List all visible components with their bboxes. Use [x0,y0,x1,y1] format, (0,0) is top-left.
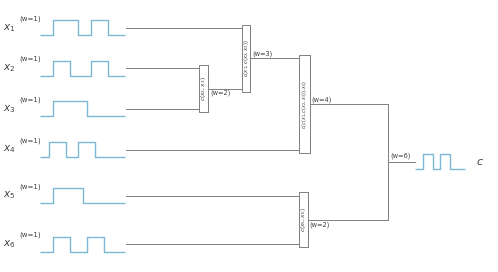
Text: (w=1): (w=1) [19,97,41,103]
Text: (w=6): (w=6) [390,153,411,159]
Bar [242,24,250,92]
Text: $c(x_1,c(x_2,x_3))$: $c(x_1,c(x_2,x_3))$ [242,39,250,77]
Text: $x_6$: $x_6$ [3,238,16,250]
Text: $x_3$: $x_3$ [3,103,15,115]
Text: $x_5$: $x_5$ [3,190,15,202]
Text: (w=4): (w=4) [312,96,332,103]
Bar [299,55,310,153]
Text: $c(x_5,x_6)$: $c(x_5,x_6)$ [299,208,308,232]
Text: $x_4$: $x_4$ [3,144,16,155]
Text: $c(c(x_1,c(x_2,x_3)),x_4)$: $c(c(x_1,c(x_2,x_3)),x_4)$ [300,79,309,129]
Text: (w=1): (w=1) [19,137,41,144]
Text: (w=1): (w=1) [19,183,41,190]
Text: (w=2): (w=2) [310,221,330,228]
Text: (w=1): (w=1) [19,232,41,238]
Bar [299,192,308,248]
Text: $c$: $c$ [476,157,484,167]
Text: $x_2$: $x_2$ [3,63,15,74]
Text: (w=1): (w=1) [19,56,41,62]
Text: $c(x_2,x_3)$: $c(x_2,x_3)$ [199,76,208,101]
Text: $x_1$: $x_1$ [3,22,15,34]
Text: (w=1): (w=1) [19,15,41,22]
Bar [199,65,208,112]
Text: (w=2): (w=2) [210,90,231,97]
Text: (w=3): (w=3) [252,50,273,57]
